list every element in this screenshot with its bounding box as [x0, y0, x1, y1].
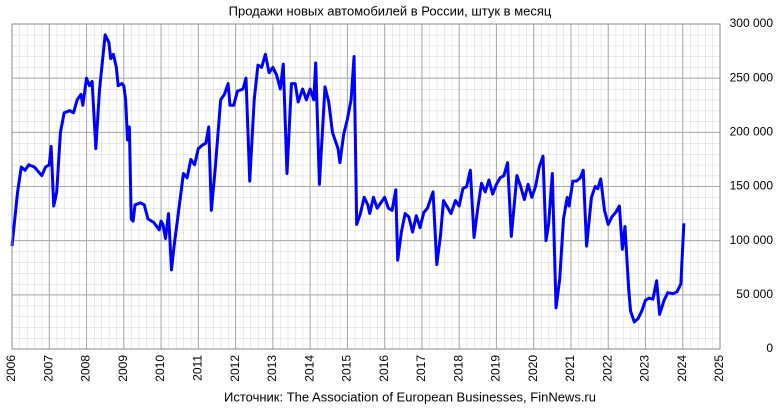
x-tick-label: 2011: [190, 355, 204, 381]
x-tick-label: 2023: [638, 355, 652, 382]
grid: [11, 23, 721, 350]
y-tick-label: 250 000: [730, 70, 774, 84]
x-tick-label: 2016: [377, 355, 391, 382]
x-tick-label: 2014: [302, 355, 316, 382]
y-tick-label: 300 000: [730, 16, 774, 30]
x-tick-label: 2024: [675, 355, 689, 382]
plot-frame: [11, 23, 721, 350]
x-tick-label: 2018: [451, 355, 465, 382]
y-tick-label: 100 000: [730, 233, 774, 247]
x-tick-label: 2020: [526, 355, 540, 382]
y-tick-label: 0: [766, 341, 773, 355]
source: Источник: The Association of European Bu…: [224, 389, 596, 404]
x-tick-label: 2012: [228, 355, 242, 382]
x-tick-label: 2025: [712, 355, 726, 382]
x-tick-label: 2019: [489, 355, 503, 382]
x-tick-label: 2022: [600, 355, 614, 382]
y-tick-label: 150 000: [730, 179, 774, 193]
x-tick-label: 2009: [116, 355, 130, 382]
x-tick-label: 2010: [153, 355, 167, 382]
data-line: [10, 33, 686, 324]
x-tick-label: 2021: [563, 355, 577, 382]
x-tick-label: 2015: [340, 355, 354, 382]
x-tick-label: 2006: [4, 355, 18, 382]
y-tick-label: 200 000: [730, 125, 774, 139]
x-tick-label: 2017: [414, 355, 428, 382]
x-tick-label: 2007: [41, 355, 55, 382]
y-tick-label: 50 000: [736, 287, 773, 301]
marks: [10, 33, 686, 324]
chart-title: Продажи новых автомобилей в России, штук…: [229, 3, 552, 18]
x-tick-label: 2013: [265, 355, 279, 382]
x-tick-label: 2008: [79, 355, 93, 382]
